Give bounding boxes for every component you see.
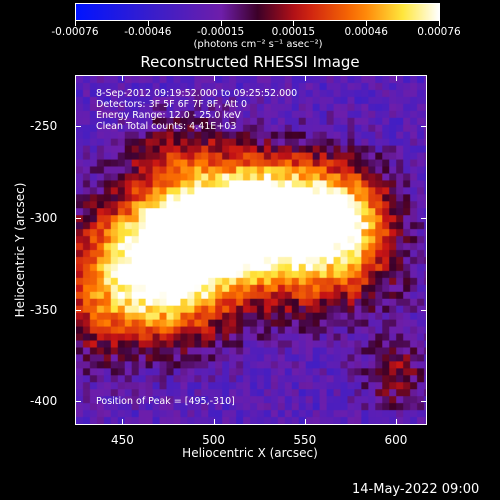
- x-tick-label: 600: [384, 433, 408, 447]
- y-tick-mark: [75, 217, 81, 219]
- x-tick-label: 550: [293, 433, 317, 447]
- y-axis-label: Heliocentric Y (arcsec): [13, 182, 27, 318]
- y-tick-mark: [421, 309, 427, 311]
- chart-title: Reconstructed RHESSI Image: [140, 53, 360, 71]
- colorbar-units: (photons cm⁻² s⁻¹ asec⁻²): [193, 39, 323, 50]
- x-axis-label: Heliocentric X (arcsec): [182, 446, 318, 460]
- colorbar-tick-label: 0.00076: [417, 26, 461, 38]
- y-tick-mark: [75, 126, 81, 128]
- colorbar-tick-mark: [220, 21, 222, 26]
- x-tick-mark: [304, 419, 306, 425]
- info-energy: Energy Range: 12.0 - 25.0 keV: [96, 110, 241, 121]
- y-tick-mark: [75, 401, 81, 403]
- colorbar-tick-label: -0.00076: [51, 26, 99, 38]
- colorbar-tick-label: -0.00015: [196, 26, 245, 38]
- y-tick-label: -250: [30, 119, 58, 134]
- x-tick-label: 450: [110, 433, 134, 447]
- y-tick-label: -300: [30, 210, 58, 225]
- x-tick-mark: [213, 75, 215, 81]
- colorbar-tick-label: 0.00046: [344, 26, 388, 38]
- x-tick-mark: [213, 419, 215, 425]
- info-detectors: Detectors: 3F 5F 6F 7F 8F, Att 0: [96, 99, 248, 110]
- peak-position-label: Position of Peak = [495,-310]: [96, 396, 235, 407]
- y-tick-label: -400: [30, 394, 58, 409]
- colorbar-tick-mark: [147, 21, 149, 26]
- colorbar-tick-mark: [439, 21, 440, 26]
- x-tick-mark: [304, 75, 306, 81]
- colorbar-tick-mark: [366, 21, 368, 26]
- info-clean: Clean Total counts: 4.41E+03: [96, 121, 237, 132]
- colorbar-tick-label: -0.00046: [124, 26, 172, 38]
- plot-area: 8-Sep-2012 09:19:52.000 to 09:25:52.000 …: [75, 75, 427, 425]
- y-tick-mark: [421, 401, 427, 403]
- y-tick-mark: [75, 309, 81, 311]
- x-tick-label: 500: [202, 433, 226, 447]
- y-tick-mark: [421, 217, 427, 219]
- x-tick-mark: [122, 419, 124, 425]
- colorbar-tick-mark: [75, 21, 76, 26]
- heatmap: [76, 76, 426, 424]
- x-tick-mark: [395, 419, 397, 425]
- y-tick-mark: [421, 126, 427, 128]
- colorbar-tick-mark: [293, 21, 295, 26]
- x-tick-mark: [395, 75, 397, 81]
- colorbar-tick-label: 0.00015: [271, 26, 316, 38]
- colorbar: [75, 3, 440, 21]
- info-time: 8-Sep-2012 09:19:52.000 to 09:25:52.000: [96, 88, 298, 99]
- timestamp: 14-May-2022 09:00: [352, 482, 480, 497]
- x-tick-mark: [122, 75, 124, 81]
- y-tick-label: -350: [30, 302, 58, 317]
